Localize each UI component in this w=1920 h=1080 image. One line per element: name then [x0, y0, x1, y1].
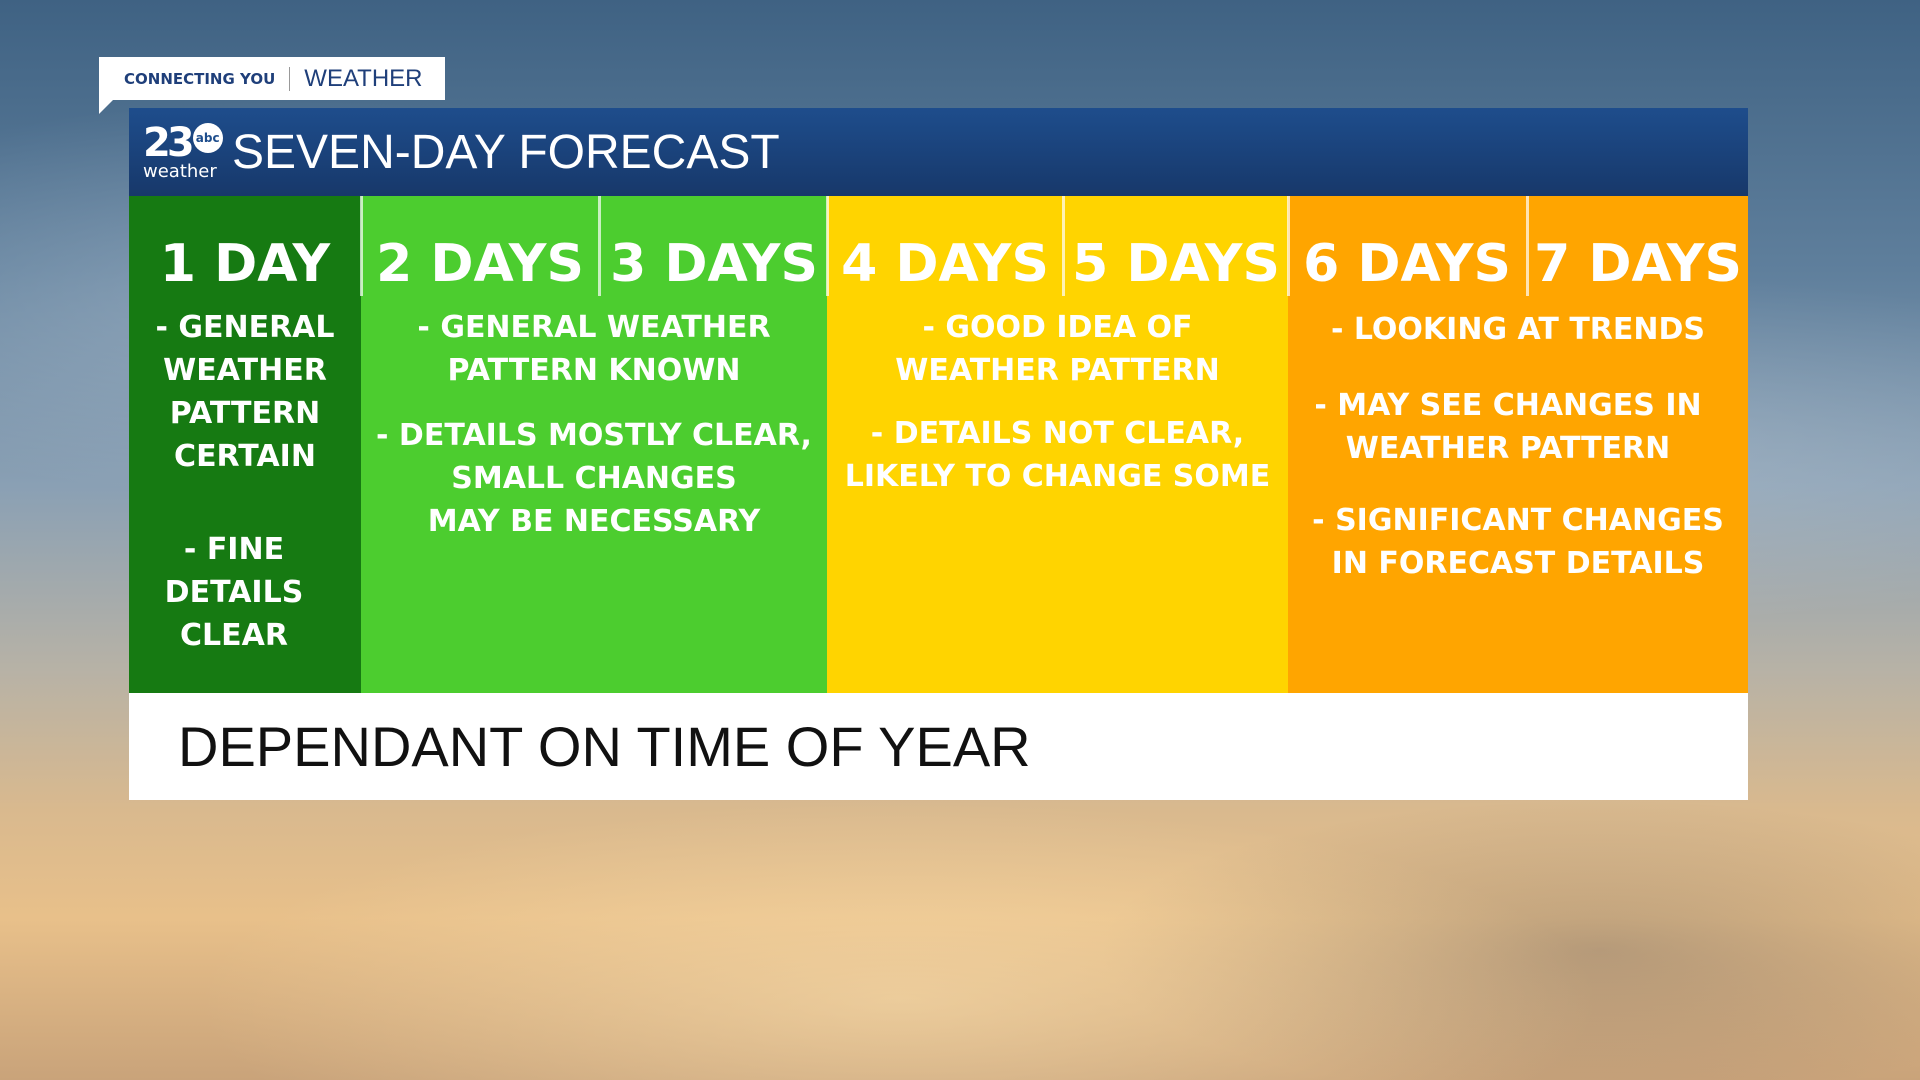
- divider: [360, 196, 363, 296]
- note: - GENERAL WEATHER PATTERN CERTAIN: [155, 310, 335, 474]
- connecting-you-tag: CONNECTING YOU WEATHER: [99, 57, 445, 114]
- tag-left: CONNECTING YOU: [124, 69, 276, 88]
- note: - DETAILS NOT CLEAR, LIKELY TO CHANGE SO…: [844, 416, 1271, 494]
- divider: [1062, 196, 1065, 296]
- note: - DETAILS MOSTLY CLEAR, SMALL CHANGES MA…: [376, 418, 812, 539]
- tag-right: WEATHER: [304, 64, 423, 92]
- note: - SIGNIFICANT CHANGES IN FORECAST DETAIL…: [1312, 503, 1724, 581]
- note: - GOOD IDEA OF WEATHER PATTERN: [895, 310, 1220, 388]
- divider: [826, 196, 829, 296]
- divider: [1526, 196, 1529, 296]
- day-label: 7 DAYS: [1534, 234, 1742, 294]
- forecast-columns: 1 DAY 2 DAYS 3 DAYS 4 DAYS 5 DAYS 6 DAYS…: [129, 196, 1748, 693]
- divider: [1287, 196, 1290, 296]
- logo-number: 23: [143, 120, 195, 166]
- abc-logo-icon: abc: [192, 123, 223, 153]
- group-days67: [1288, 196, 1748, 693]
- tag-divider: [289, 66, 291, 91]
- day-label: 6 DAYS: [1303, 234, 1511, 294]
- note: - MAY SEE CHANGES IN WEATHER PATTERN: [1314, 388, 1702, 466]
- note: - GENERAL WEATHER PATTERN KNOWN: [417, 310, 771, 388]
- divider: [598, 196, 601, 296]
- day-label: 2 DAYS: [376, 234, 584, 294]
- group-day1: [129, 196, 361, 693]
- page-title: SEVEN-DAY FORECAST: [232, 125, 780, 179]
- group-days45: [827, 196, 1288, 693]
- logo-word: weather: [143, 161, 217, 182]
- day-label: 1 DAY: [159, 234, 331, 294]
- station-logo: 23 abc weather: [143, 123, 228, 181]
- note: - LOOKING AT TRENDS: [1330, 312, 1705, 347]
- note: - FINE DETAILS CLEAR: [164, 532, 304, 653]
- group-days23: [361, 196, 827, 693]
- day-label: 4 DAYS: [841, 234, 1049, 294]
- footer-note: DEPENDANT ON TIME OF YEAR: [129, 693, 1748, 800]
- day-label: 5 DAYS: [1072, 234, 1280, 294]
- day-label: 3 DAYS: [610, 234, 818, 294]
- header-bar: 23 abc weather SEVEN-DAY FORECAST: [129, 108, 1748, 196]
